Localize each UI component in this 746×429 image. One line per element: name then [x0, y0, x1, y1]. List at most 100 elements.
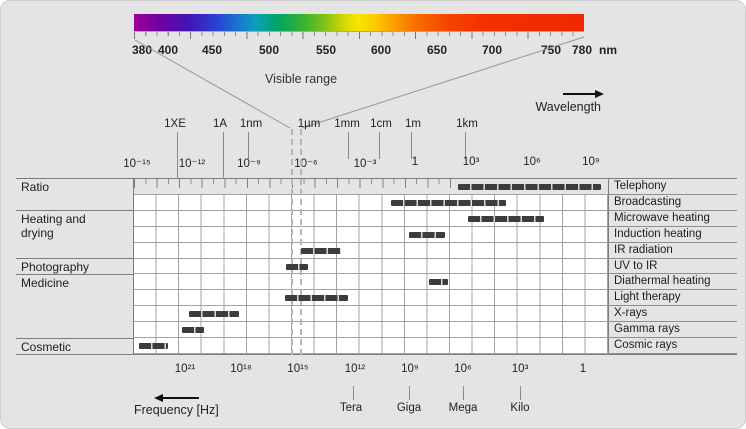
wavelength-unit-tick	[348, 132, 349, 159]
application-row: Microwave heating	[608, 211, 737, 227]
spectrum-tick-label: 500	[258, 43, 280, 57]
frequency-power-label: 1	[579, 363, 587, 375]
application-label: Cosmic rays	[614, 339, 678, 352]
grid-row	[134, 258, 608, 275]
category-label: Cosmetic	[21, 340, 72, 354]
application-bar	[139, 343, 168, 350]
wavelength-unit-label: 1nm	[239, 118, 263, 130]
spectrum-tick-label: 780	[571, 43, 593, 57]
wavelength-unit-tick	[223, 132, 224, 178]
wavelength-power-label: 1	[411, 156, 419, 168]
wavelength-power-label: 10⁶	[523, 156, 541, 168]
si-prefix-tick	[353, 386, 354, 400]
application-bar	[286, 263, 308, 270]
si-prefix-tick	[520, 386, 521, 400]
application-row: Diathermal heating	[608, 274, 737, 291]
si-prefix-label: Mega	[448, 402, 478, 414]
wavelength-unit-label: 1km	[456, 118, 478, 130]
spectrum-unit-label: nm	[599, 43, 617, 57]
spectrum-grid	[133, 178, 609, 355]
application-row: Light therapy	[608, 290, 737, 307]
application-label: IR radiation	[614, 243, 673, 256]
application-row: UV to IR	[608, 259, 737, 275]
category-band: Ratio	[16, 179, 134, 211]
wavelength-axis-label: Wavelength	[535, 100, 601, 114]
wavelength-unit-tick	[465, 132, 466, 159]
wavelength-power-label: 10³	[462, 156, 480, 168]
frequency-power-label: 10¹²	[344, 363, 366, 375]
visible-band-dashed-line-right	[300, 129, 302, 355]
si-prefix-tick	[463, 386, 464, 400]
spectrum-tick-label: 380	[131, 43, 153, 57]
application-bar	[182, 327, 204, 334]
category-band: Medicine	[16, 275, 134, 339]
application-label: Microwave heating	[614, 211, 710, 224]
category-column: Ratio Heating and drying Photography Medici…	[16, 179, 134, 354]
application-label: Telephony	[614, 180, 667, 192]
wavelength-unit-label: 1A	[212, 118, 228, 130]
frequency-power-label: 10⁶	[454, 363, 472, 375]
category-band: Cosmetic	[16, 339, 134, 354]
application-row: Induction heating	[608, 227, 737, 243]
wavelength-arrow-icon	[563, 89, 604, 98]
wavelength-unit-label: 1cm	[370, 118, 392, 130]
application-label: Broadcasting	[614, 195, 682, 208]
wavelength-power-label: 10⁻¹⁵	[123, 158, 151, 170]
category-label: Ratio	[21, 180, 50, 194]
application-row: Cosmic rays	[608, 338, 737, 354]
application-label: Induction heating	[614, 227, 702, 240]
wavelength-power-label: 10⁻³	[353, 158, 377, 170]
grid-row	[134, 274, 608, 291]
grid-row	[134, 338, 608, 354]
wavelength-unit-label: 1µm	[297, 118, 321, 130]
wavelength-unit-tick	[411, 132, 412, 159]
spectrum-tick-label: 450	[201, 43, 223, 57]
spectrum-ruler-ticks	[134, 31, 584, 39]
application-label: Light therapy	[614, 291, 681, 304]
grid-row	[134, 210, 608, 227]
wavelength-unit-label: 1XE	[164, 118, 186, 130]
frequency-power-label: 10¹⁵	[287, 363, 309, 375]
application-label: Gamma rays	[614, 323, 680, 336]
visible-band-dashed-line-left	[291, 129, 293, 355]
grid-row	[134, 179, 608, 195]
grid-row	[134, 306, 608, 323]
frequency-axis-label: Frequency [Hz]	[134, 403, 219, 417]
application-bar	[391, 199, 506, 206]
wavelength-power-label: 10⁻⁹	[237, 158, 261, 170]
category-band: Photography	[16, 259, 134, 275]
application-row: IR radiation	[608, 243, 737, 259]
application-bar	[409, 231, 445, 238]
category-band: Heating and drying	[16, 211, 134, 259]
spectrum-tick-label: 700	[481, 43, 503, 57]
wavelength-power-label: 10⁻⁶	[294, 158, 318, 170]
wavelength-power-label: 10⁹	[582, 156, 600, 168]
spectrum-tick-label: 550	[315, 43, 337, 57]
wavelength-unit-tick	[177, 132, 178, 178]
application-bar	[189, 311, 239, 318]
application-bar	[468, 215, 544, 222]
frequency-power-label: 10³	[511, 363, 529, 375]
application-column: Telephony Broadcasting Microwave heating In…	[608, 179, 737, 354]
grid-ruler-ticks	[134, 179, 456, 194]
grid-row	[134, 322, 608, 339]
grid-row	[134, 194, 608, 211]
application-bar	[301, 247, 341, 254]
category-label: Medicine	[21, 276, 70, 290]
grid-row	[134, 242, 608, 259]
application-row: Gamma rays	[608, 322, 737, 339]
wavelength-unit-tick	[379, 132, 380, 159]
frequency-power-label: 10²¹	[174, 363, 196, 375]
category-label: Heating and drying	[21, 212, 86, 240]
application-row: X-rays	[608, 306, 737, 323]
application-label: UV to IR	[614, 259, 658, 272]
si-prefix-tick	[409, 386, 410, 400]
category-label: Photography	[21, 260, 90, 274]
si-prefix-label: Giga	[396, 402, 422, 414]
application-row: Broadcasting	[608, 195, 737, 211]
frequency-power-label: 10¹⁸	[230, 363, 252, 375]
application-bar	[285, 295, 348, 302]
application-label: X-rays	[614, 307, 648, 320]
wavelength-unit-tick	[248, 132, 249, 159]
